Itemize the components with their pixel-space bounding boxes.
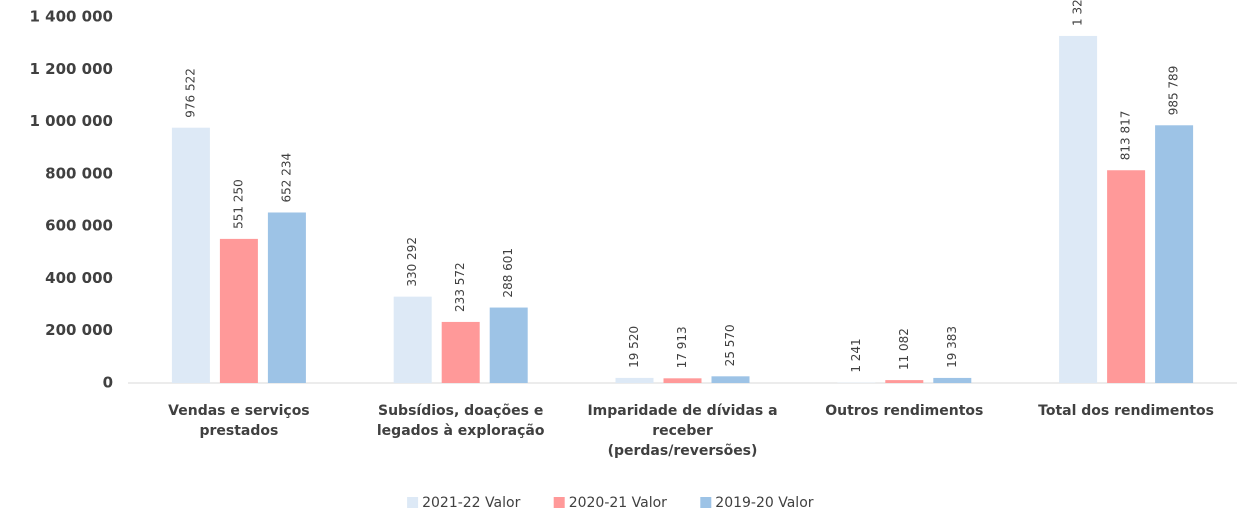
y-tick-label: 600 000 [45,217,113,235]
legend-swatch [700,497,712,508]
x-tick-label: Outros rendimentos [825,403,983,419]
bar [219,238,258,383]
bar [615,377,654,383]
x-tick-label: Imparidade de dívidas a [587,403,777,419]
value-label: 985 789 [1167,66,1181,116]
x-tick-label: (perdas/reversões) [608,443,758,459]
bar [441,321,480,383]
x-tick-label: legados à exploração [377,423,545,439]
bar [1155,125,1194,383]
legend-label: 2019-20 Valor [715,495,813,511]
value-label: 330 292 [405,237,419,287]
bar [663,378,702,383]
y-tick-label: 800 000 [45,164,113,182]
value-label: 25 570 [723,324,737,366]
bar [267,212,306,383]
legend-swatch [407,497,419,508]
value-label: 813 817 [1119,111,1133,161]
y-tick-label: 0 [103,374,113,392]
y-tick-label: 1 200 000 [29,60,113,78]
y-tick-label: 200 000 [45,321,113,339]
value-label: 11 082 [897,328,911,370]
bar [1059,35,1098,384]
x-tick-label: Vendas e serviços [168,403,309,419]
value-label: 19 383 [945,326,959,368]
y-tick-label: 1 000 000 [29,112,113,130]
value-label: 1 327 575 [1071,0,1085,26]
bar [393,296,432,383]
value-label: 551 250 [231,179,245,229]
bar [489,307,528,383]
value-label: 19 520 [627,326,641,368]
value-label: 976 522 [183,68,197,118]
value-label: 652 234 [279,153,293,203]
legend-swatch [553,497,565,508]
value-label: 288 601 [501,248,515,298]
value-label: 17 913 [675,326,689,368]
bar [711,376,750,383]
x-tick-label: prestados [199,423,278,439]
x-tick-label: receber [652,423,713,439]
value-label: 1 241 [849,338,863,372]
bar [885,380,924,383]
value-label: 233 572 [453,262,467,312]
x-tick-label: Total dos rendimentos [1038,403,1214,419]
bar [1107,170,1146,383]
legend-label: 2021-22 Valor [422,495,520,511]
x-tick-label: Subsídios, doações e [378,403,543,419]
legend-label: 2020-21 Valor [569,495,667,511]
bar [933,377,972,383]
bar [171,127,210,383]
y-tick-label: 1 400 000 [29,8,113,26]
y-tick-label: 400 000 [45,269,113,287]
